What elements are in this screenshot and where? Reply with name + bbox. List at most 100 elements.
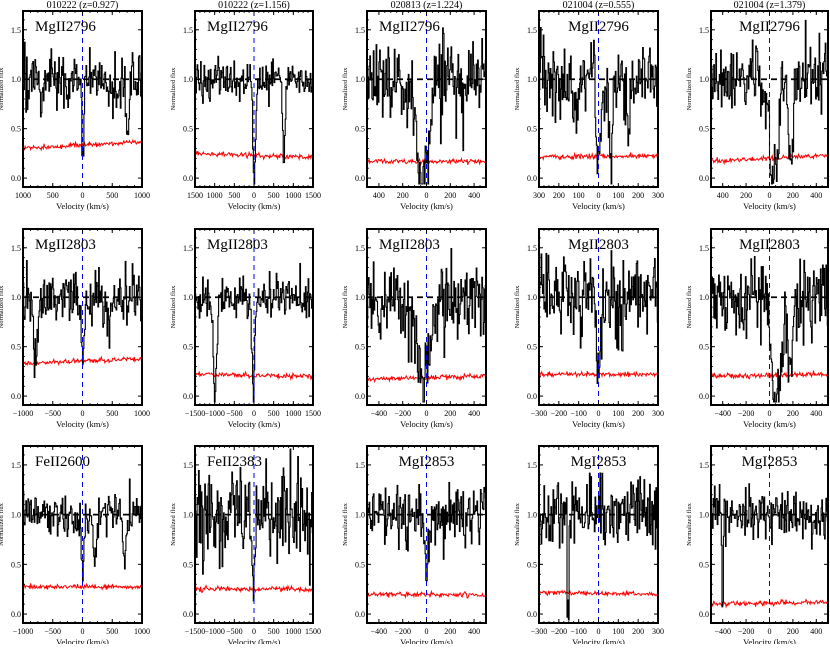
plot-area — [711, 446, 828, 623]
y-tick-label: 1.5 — [355, 244, 365, 253]
ion-label: MgII2803 — [379, 237, 440, 253]
y-tick-label: 0.5 — [699, 343, 709, 352]
y-axis-label: Normalized flux — [0, 67, 5, 111]
ion-label: MgII2803 — [207, 237, 268, 253]
x-tick-label: −200 — [738, 409, 755, 418]
x-tick-label: −200 — [738, 627, 755, 636]
axes-frame — [710, 445, 829, 624]
plot-area — [539, 446, 658, 623]
y-tick-label: 1.5 — [699, 26, 709, 35]
y-tick-label: 1.0 — [355, 511, 365, 520]
y-tick-label: 1.5 — [355, 26, 365, 35]
x-tick-label: 500 — [228, 191, 240, 200]
x-tick-label: 0 — [597, 627, 601, 636]
y-axis-label: Normalized flux — [686, 502, 693, 546]
y-tick-label: 0.0 — [699, 174, 709, 183]
x-tick-label: 0 — [81, 191, 85, 200]
y-tick-label: 1.5 — [355, 461, 365, 470]
y-tick-label: 1.0 — [527, 75, 537, 84]
y-tick-label: 1.5 — [699, 244, 709, 253]
y-tick-label: 0.5 — [355, 560, 365, 569]
x-tick-label: 300 — [652, 191, 664, 200]
x-tick-label: 0 — [768, 191, 772, 200]
axes-frame — [538, 10, 659, 188]
x-axis-label: Velocity (km/s) — [228, 419, 281, 429]
ion-label: MgII2796 — [35, 19, 96, 35]
x-tick-label: −400 — [371, 627, 388, 636]
plot-area — [367, 11, 486, 187]
y-tick-label: 0.0 — [355, 392, 365, 401]
spectrum-panel-mgi2853: 0.0 0.5 1.0 1.5 −400 −200 0 200 400 Velocity (km/… — [342, 445, 487, 647]
x-tick-label: −1000 — [204, 409, 225, 418]
x-tick-label: 300 — [533, 191, 545, 200]
x-tick-label: 500 — [268, 409, 280, 418]
plot-area — [539, 11, 658, 187]
x-tick-label: 400 — [810, 627, 822, 636]
x-tick-label: 1000 — [15, 191, 31, 200]
y-tick-label: 0.0 — [11, 610, 21, 619]
flux-spectrum — [367, 247, 486, 403]
x-tick-label: 1000 — [134, 627, 150, 636]
x-tick-label: 0 — [597, 409, 601, 418]
y-tick-label: 1.5 — [527, 244, 537, 253]
y-tick-label: 0.0 — [11, 174, 21, 183]
y-axis-label: Normalized flux — [170, 502, 177, 546]
x-tick-label: −500 — [44, 409, 61, 418]
x-tick-label: 400 — [373, 191, 385, 200]
y-tick-label: 0.5 — [183, 125, 193, 134]
x-tick-label: 0 — [768, 409, 772, 418]
y-axis-label: Normalized flux — [342, 285, 349, 329]
x-tick-label: 200 — [632, 627, 644, 636]
plot-area — [195, 11, 313, 187]
axes-frame — [538, 445, 659, 624]
x-tick-label: 500 — [268, 627, 280, 636]
x-axis-label: Velocity (km/s) — [400, 637, 453, 644]
y-tick-label: 1.5 — [183, 26, 193, 35]
ion-label: FeII2383 — [207, 454, 262, 470]
y-tick-label: 1.0 — [183, 75, 193, 84]
y-tick-label: 1.0 — [527, 293, 537, 302]
x-axis-label: Velocity (km/s) — [56, 419, 109, 429]
x-tick-label: 500 — [106, 409, 118, 418]
spectrum-panel-mgii2803: 0.0 0.5 1.0 1.5 −400 −200 0 200 400 Velocity (km/… — [686, 228, 829, 429]
axes-frame — [22, 445, 143, 624]
x-tick-label: 200 — [444, 627, 456, 636]
x-tick-label: −100 — [570, 409, 587, 418]
y-tick-label: 0.5 — [355, 125, 365, 134]
spectrum-panel-mgii2796: 0.0 0.5 1.0 1.5 1000 500 0 500 1000 Velocity (km/… — [0, 10, 150, 211]
y-axis-label: Normalized flux — [686, 285, 693, 329]
x-tick-label: 0 — [252, 627, 256, 636]
y-tick-label: 0.5 — [699, 125, 709, 134]
y-tick-label: 0.5 — [183, 560, 193, 569]
x-axis-label: Velocity (km/s) — [400, 201, 453, 211]
x-tick-label: 200 — [787, 409, 799, 418]
x-tick-label: 400 — [717, 191, 729, 200]
ion-label: MgII2803 — [35, 237, 96, 253]
x-tick-label: −1000 — [204, 627, 225, 636]
x-tick-label: 400 — [468, 191, 480, 200]
y-tick-label: 1.0 — [183, 293, 193, 302]
x-tick-label: 0 — [768, 627, 772, 636]
x-tick-label: 500 — [268, 191, 280, 200]
x-tick-label: 200 — [444, 191, 456, 200]
y-tick-label: 1.0 — [527, 511, 537, 520]
spectrum-panel-mgi2853: 0.0 0.5 1.0 1.5 −300 −200 −100 0 100 200 300 Veloci… — [514, 445, 664, 647]
x-tick-label: 400 — [810, 409, 822, 418]
x-axis-label: Velocity (km/s) — [743, 637, 796, 644]
x-tick-label: 0 — [425, 409, 429, 418]
axes-frame — [194, 10, 314, 188]
y-tick-label: 0.5 — [355, 343, 365, 352]
y-tick-label: 1.5 — [11, 244, 21, 253]
x-axis-label: Velocity (km/s) — [743, 201, 796, 211]
x-tick-label: −300 — [531, 409, 548, 418]
y-tick-label: 1.0 — [699, 75, 709, 84]
y-axis-label: Normalized flux — [514, 502, 521, 546]
x-axis-label: Velocity (km/s) — [572, 637, 625, 644]
x-tick-label: 200 — [787, 191, 799, 200]
ion-label: MgII2803 — [739, 237, 800, 253]
y-tick-label: 0.0 — [11, 392, 21, 401]
x-tick-label: 200 — [740, 191, 752, 200]
x-tick-label: −400 — [714, 627, 731, 636]
x-tick-label: 0 — [252, 409, 256, 418]
